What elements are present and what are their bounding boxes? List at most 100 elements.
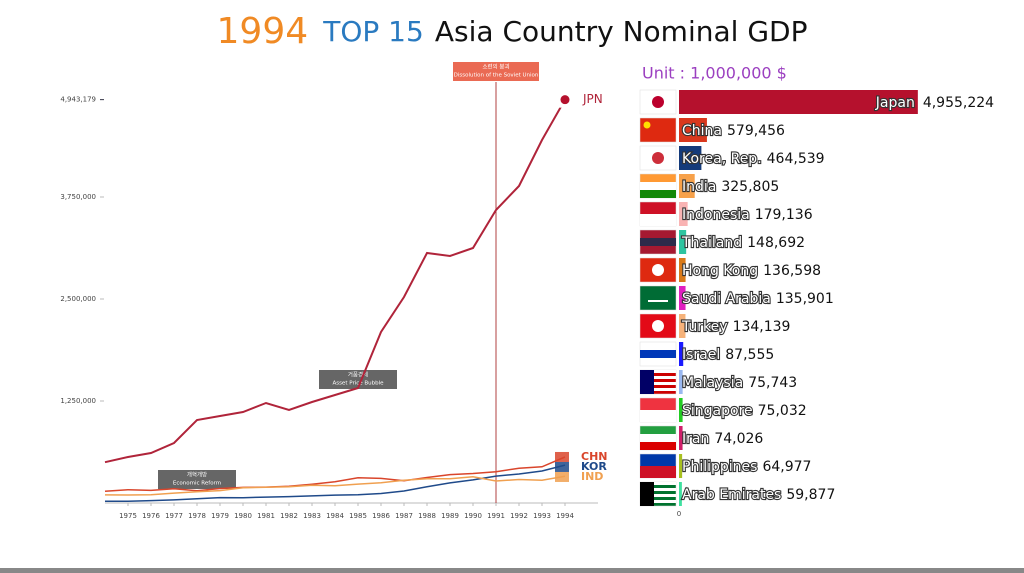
bar-value: 75,032	[758, 403, 807, 419]
title-highlight: TOP 15	[322, 15, 424, 48]
bar	[679, 90, 918, 114]
flag-emblem	[640, 388, 676, 391]
flag-emblem	[652, 96, 664, 108]
flag-emblem	[640, 238, 676, 246]
flag-emblem	[648, 300, 668, 302]
bar-name: India	[682, 179, 716, 195]
annotation-box	[453, 62, 539, 81]
flag-emblem	[652, 320, 664, 332]
bar-value: 579,456	[727, 123, 785, 139]
series-label: CHN	[581, 450, 608, 463]
flag-emblem	[640, 482, 676, 485]
series-label: KOR	[581, 460, 607, 473]
bar-name: Philippines	[682, 459, 757, 475]
bar-value: 136,598	[763, 263, 821, 279]
flag-emblem	[640, 500, 676, 503]
series-line	[104, 456, 566, 492]
bar-value: 87,555	[725, 347, 774, 363]
x-tick-label: 1975	[119, 512, 137, 520]
bar	[679, 286, 686, 310]
flag-emblem	[640, 370, 654, 394]
series-label: JPN	[582, 92, 603, 106]
bar	[679, 118, 707, 142]
bar-name: China	[682, 123, 722, 139]
bar-name: Indonesia	[682, 207, 750, 223]
bar-value: 59,877	[786, 487, 835, 503]
bar-name: Hong Kong	[682, 263, 758, 279]
flag-emblem	[640, 350, 676, 358]
x-tick-label: 1981	[257, 512, 275, 520]
flag-emblem	[643, 121, 651, 129]
annotation-ko: 개혁개방	[187, 471, 207, 479]
flag-emblem	[640, 376, 676, 379]
bar	[679, 174, 695, 198]
flag-emblem	[640, 482, 654, 506]
flag-dot	[560, 95, 570, 105]
bar-value: 325,805	[721, 179, 779, 195]
y-tick-label: 1,250,000	[60, 397, 96, 405]
x-tick-label: 1976	[142, 512, 160, 520]
annotation-label: Economic Reform	[173, 481, 221, 487]
bar	[679, 398, 683, 422]
series-line	[104, 99, 566, 464]
bar	[679, 146, 702, 170]
x-tick-label: 1991	[487, 512, 505, 520]
flag-emblem	[640, 370, 676, 373]
bar-value: 75,743	[748, 375, 797, 391]
title: 1994 TOP 15 Asia Country Nominal GDP	[217, 11, 808, 52]
bar-name: Iran	[682, 431, 709, 447]
flag-bg	[639, 285, 677, 311]
bar-name: Korea, Rep.	[682, 151, 762, 167]
bar-name: Singapore	[682, 403, 753, 419]
bar-name: Japan	[875, 95, 915, 111]
series-line	[104, 464, 566, 503]
bar-name: Thailand	[681, 235, 742, 251]
x-tick-label: 1980	[234, 512, 252, 520]
annotation-label: Dissolution of the Soviet Union	[454, 73, 539, 79]
x-tick-label: 1978	[188, 512, 206, 520]
subtitle: Unit : 1,000,000 $	[642, 64, 787, 83]
bottom-bar	[0, 568, 1024, 573]
x-tick-label: 1994	[556, 512, 574, 520]
bar	[679, 230, 687, 254]
bar	[679, 454, 683, 478]
title-year: 1994	[217, 11, 309, 52]
y-tick-label: 3,750,000	[60, 193, 96, 201]
flag-emblem	[640, 190, 676, 198]
x-tick-label: 1992	[510, 512, 528, 520]
bar-name: Arab Emirates	[682, 487, 781, 503]
bar-value: 179,136	[755, 207, 813, 223]
bar-name: Turkey	[681, 319, 728, 335]
x-tick-label: 1989	[441, 512, 459, 520]
annotation-box	[319, 370, 397, 389]
bar-value: 64,977	[762, 459, 811, 475]
flag-icon	[555, 461, 569, 472]
y-tick-label: 4,943,179	[60, 96, 96, 104]
bar	[679, 342, 684, 366]
flag-emblem	[652, 152, 664, 164]
flag-emblem	[640, 214, 676, 226]
x-tick-label: 1988	[418, 512, 436, 520]
bar	[679, 202, 688, 226]
x-tick-label: 0	[677, 510, 681, 518]
bar-name: Saudi Arabia	[682, 291, 771, 307]
flag-icon	[555, 471, 569, 482]
flag-emblem	[640, 434, 676, 442]
x-tick-label: 1993	[533, 512, 551, 520]
annotation-box	[158, 470, 236, 489]
flag-icon	[555, 451, 569, 462]
bar-value: 4,955,224	[923, 95, 994, 111]
flag-bg	[639, 117, 677, 143]
x-tick-label: 1985	[349, 512, 367, 520]
flag-emblem	[640, 382, 676, 385]
bar	[679, 426, 683, 450]
bar	[679, 314, 686, 338]
bar-value: 148,692	[747, 235, 805, 251]
annotation-ko: 소련의 붕괴	[482, 63, 509, 71]
flag-emblem	[640, 442, 676, 450]
series-line	[104, 475, 566, 496]
x-tick-label: 1979	[211, 512, 229, 520]
bar-name: Israel	[682, 347, 720, 363]
series-label: IND	[581, 470, 603, 483]
flag-emblem	[640, 410, 676, 422]
